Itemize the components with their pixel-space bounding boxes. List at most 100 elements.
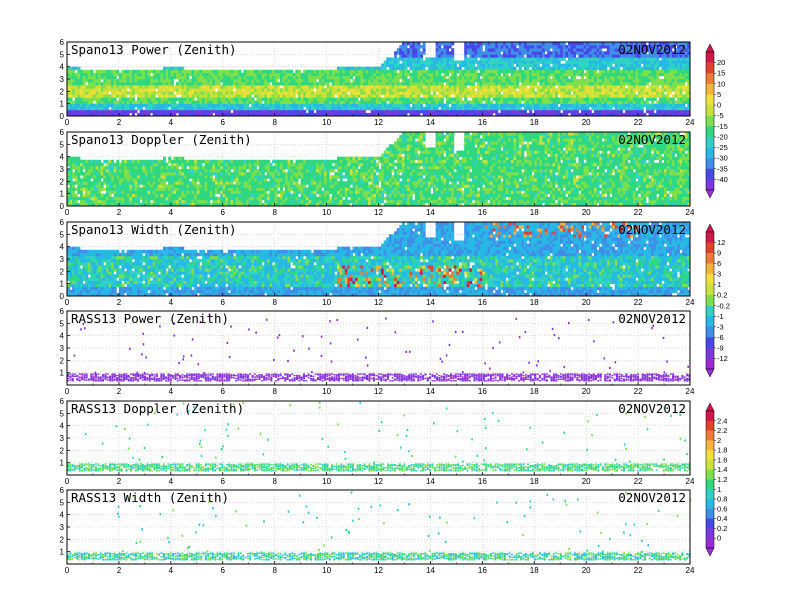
- heatmap-cell: [581, 109, 584, 114]
- heatmap-cell: [420, 103, 423, 108]
- heatmap-cell: [469, 63, 473, 67]
- heatmap-cell: [370, 109, 374, 114]
- heatmap-cell: [578, 45, 582, 49]
- heatmap-cell: [438, 79, 442, 83]
- heatmap-cell: [321, 94, 325, 98]
- heatmap-cell: [240, 91, 244, 95]
- heatmap-cell: [435, 57, 439, 61]
- heatmap-cell: [150, 181, 154, 185]
- heatmap-cell: [412, 63, 416, 67]
- heatmap-cell: [100, 172, 104, 176]
- heatmap-cell: [178, 85, 182, 89]
- heatmap-cell: [277, 106, 281, 111]
- heatmap-cell: [113, 106, 117, 111]
- heatmap-cell: [664, 94, 667, 98]
- heatmap-cell: [212, 100, 216, 104]
- heatmap-cell: [368, 88, 372, 92]
- heatmap-cell: [111, 196, 115, 201]
- heatmap-cell: [606, 45, 610, 49]
- heatmap-cell: [77, 112, 81, 117]
- heatmap-cell: [139, 202, 143, 207]
- heatmap-cell: [417, 100, 421, 104]
- heatmap-cell: [531, 82, 535, 86]
- heatmap-cell: [105, 82, 109, 86]
- heatmap-cell: [464, 48, 468, 52]
- heatmap-cell: [625, 100, 629, 104]
- heatmap-cell: [609, 42, 613, 46]
- heatmap-cell: [274, 103, 278, 108]
- heatmap-cell: [69, 112, 73, 117]
- heatmap-cell: [98, 75, 102, 80]
- heatmap-cell: [147, 94, 151, 98]
- heatmap-cell: [474, 94, 478, 98]
- heatmap-cell: [687, 91, 691, 95]
- heatmap-cell: [664, 63, 667, 67]
- heatmap-cell: [596, 75, 600, 80]
- heatmap-cell: [113, 181, 117, 185]
- heatmap-cell: [656, 100, 660, 104]
- heatmap-cell: [427, 100, 431, 104]
- heatmap-cell: [435, 45, 439, 49]
- heatmap-cell: [204, 109, 208, 114]
- heatmap-cell: [253, 112, 257, 117]
- heatmap-cell: [632, 106, 636, 111]
- heatmap-cell: [129, 165, 133, 170]
- heatmap-cell: [72, 106, 76, 111]
- heatmap-cell: [435, 94, 439, 98]
- heatmap-cell: [178, 72, 182, 77]
- heatmap-cell: [451, 60, 455, 64]
- heatmap-cell: [534, 106, 538, 111]
- heatmap-cell: [339, 72, 343, 77]
- heatmap-cell: [129, 196, 133, 201]
- heatmap-cell: [581, 82, 584, 86]
- heatmap-cell: [77, 196, 81, 201]
- heatmap-cell: [344, 97, 348, 101]
- heatmap-cell: [677, 106, 680, 111]
- heatmap-cell: [674, 82, 678, 86]
- heatmap-cell: [126, 202, 130, 207]
- heatmap-cell: [612, 45, 616, 49]
- heatmap-cell: [497, 57, 501, 61]
- heatmap-cell: [422, 100, 426, 104]
- heatmap-cell: [635, 109, 639, 114]
- heatmap-cell: [503, 75, 507, 80]
- heatmap-cell: [487, 69, 491, 74]
- heatmap-cell: [305, 85, 309, 89]
- heatmap-cell: [399, 88, 403, 92]
- heatmap-cell: [555, 48, 558, 52]
- heatmap-cell: [251, 79, 255, 83]
- heatmap-cell: [547, 45, 551, 49]
- heatmap-cell: [549, 106, 553, 111]
- heatmap-cell: [469, 94, 473, 98]
- heatmap-cell: [453, 75, 457, 80]
- heatmap-cell: [173, 66, 177, 71]
- heatmap-cell: [383, 66, 387, 71]
- heatmap-cell: [443, 51, 447, 55]
- heatmap-cell: [666, 109, 670, 114]
- heatmap-cell: [614, 54, 618, 58]
- heatmap-cell: [490, 88, 494, 92]
- heatmap-cell: [565, 66, 569, 71]
- heatmap-cell: [199, 75, 203, 80]
- heatmap-cell: [643, 88, 647, 92]
- heatmap-cell: [552, 54, 556, 58]
- heatmap-cell: [409, 60, 413, 64]
- heatmap-cell: [300, 100, 304, 104]
- heatmap-cell: [144, 88, 148, 92]
- heatmap-cell: [93, 172, 96, 176]
- heatmap-cell: [74, 165, 78, 170]
- heatmap-cell: [80, 85, 83, 89]
- heatmap-cell: [661, 112, 665, 117]
- heatmap-cell: [124, 187, 128, 191]
- heatmap-cell: [490, 72, 494, 77]
- heatmap-cell: [222, 79, 226, 83]
- heatmap-cell: [399, 54, 403, 58]
- heatmap-cell: [653, 82, 657, 86]
- heatmap-cell: [588, 79, 592, 83]
- heatmap-cell: [586, 48, 590, 52]
- heatmap-cell: [116, 82, 120, 86]
- heatmap-cell: [142, 109, 146, 114]
- heatmap-cell: [523, 106, 527, 111]
- heatmap-cell: [451, 57, 455, 61]
- heatmap-cell: [240, 97, 244, 101]
